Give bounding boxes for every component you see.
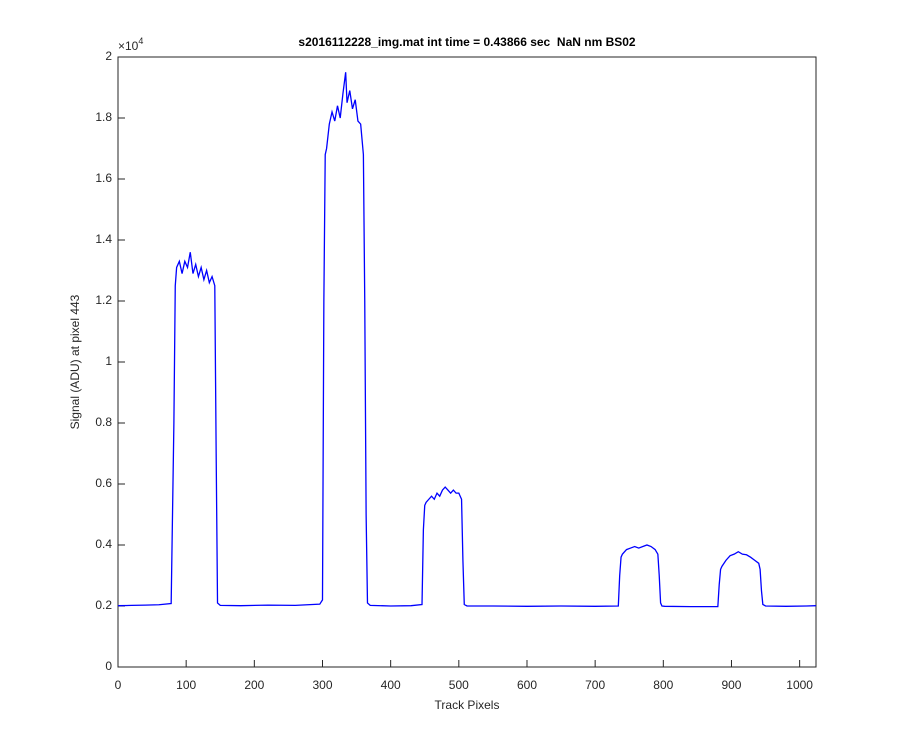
x-tick-label: 500 <box>449 678 469 692</box>
data-line <box>117 72 817 608</box>
x-tick-label: 700 <box>585 678 605 692</box>
y-tick-label: 1.2 <box>95 293 112 307</box>
y-tick-label: 0.2 <box>95 598 112 612</box>
y-axis-label: Signal (ADU) at pixel 443 <box>68 294 82 429</box>
y-multiplier-base: ×10 <box>118 39 139 53</box>
plot-area <box>117 56 817 668</box>
x-tick-label: 400 <box>381 678 401 692</box>
y-tick-label: 2 <box>105 49 112 63</box>
y-tick-label: 1.8 <box>95 110 112 124</box>
x-tick-label: 100 <box>176 678 196 692</box>
x-tick-label: 900 <box>721 678 741 692</box>
y-tick-label: 1.6 <box>95 171 112 185</box>
x-tick-label: 800 <box>653 678 673 692</box>
x-tick-label: 300 <box>312 678 332 692</box>
y-tick-label: 0.6 <box>95 476 112 490</box>
x-tick-label: 0 <box>115 678 122 692</box>
x-tick-label: 1000 <box>786 678 813 692</box>
x-axis-label: Track Pixels <box>435 698 500 712</box>
chart-title: s2016112228_img.mat int time = 0.43866 s… <box>298 35 636 49</box>
x-tick-label: 600 <box>517 678 537 692</box>
y-tick-label: 1 <box>105 354 112 368</box>
y-tick-label: 0.8 <box>95 415 112 429</box>
y-tick-label: 0 <box>105 659 112 673</box>
x-tick-label: 200 <box>244 678 264 692</box>
y-tick-label: 0.4 <box>95 537 112 551</box>
y-multiplier: ×104 <box>118 36 143 53</box>
y-multiplier-exponent: 4 <box>138 36 143 46</box>
y-tick-label: 1.4 <box>95 232 112 246</box>
